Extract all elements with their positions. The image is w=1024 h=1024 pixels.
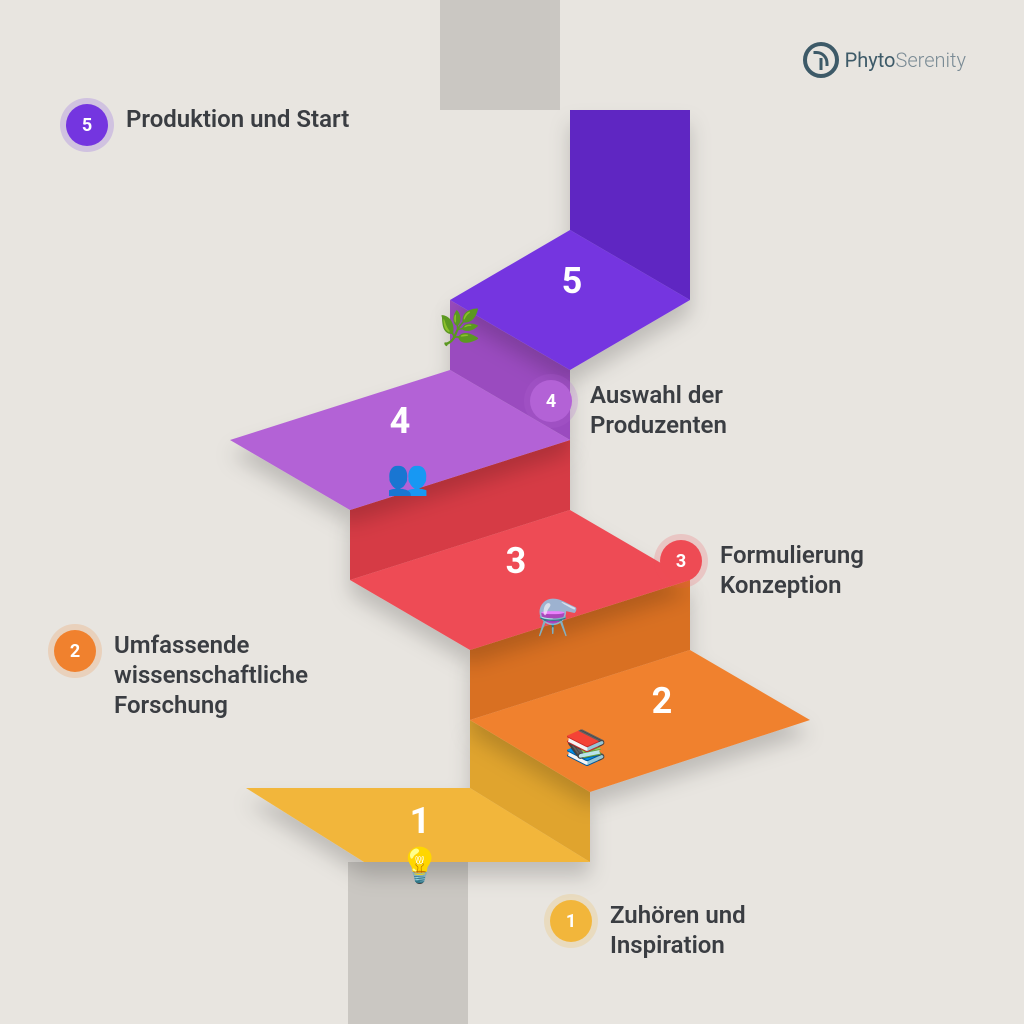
callout-step-1: 1 Zuhören und Inspiration [550, 900, 850, 960]
logo-mark-icon [803, 42, 839, 78]
callout-badge-2: 2 [54, 630, 96, 672]
callout-label-2: Umfassende wissenschaftliche Forschung [114, 630, 354, 720]
step-2-icon: 📚 [558, 720, 614, 776]
callout-label-3: Formulierung Konzeption [720, 540, 960, 600]
brand-logo: PhytoSerenity [803, 42, 966, 78]
callout-badge-1: 1 [550, 900, 592, 942]
step-1-icon: 💡 [392, 838, 448, 894]
callout-label-5: Produktion und Start [126, 104, 349, 134]
logo-text: PhytoSerenity [845, 48, 966, 72]
logo-text-2: Serenity [895, 48, 966, 72]
staircase [0, 0, 1024, 1024]
callout-badge-5: 5 [66, 104, 108, 146]
callout-step-2: 2 Umfassende wissenschaftliche Forschung [54, 630, 354, 720]
callout-badge-3: 3 [660, 540, 702, 582]
step-3-icon: ⚗️ [530, 590, 586, 646]
callout-step-5: 5 Produktion und Start [66, 104, 349, 146]
callout-step-3: 3 Formulierung Konzeption [660, 540, 960, 600]
step-5-icon: 🌿 [432, 300, 488, 356]
callout-step-4: 4 Auswahl der Produzenten [530, 380, 830, 440]
logo-text-1: Phyto [845, 48, 896, 72]
callout-badge-4: 4 [530, 380, 572, 422]
callout-label-4: Auswahl der Produzenten [590, 380, 830, 440]
callout-label-1: Zuhören und Inspiration [610, 900, 850, 960]
step-4-icon: 👥 [380, 450, 436, 506]
